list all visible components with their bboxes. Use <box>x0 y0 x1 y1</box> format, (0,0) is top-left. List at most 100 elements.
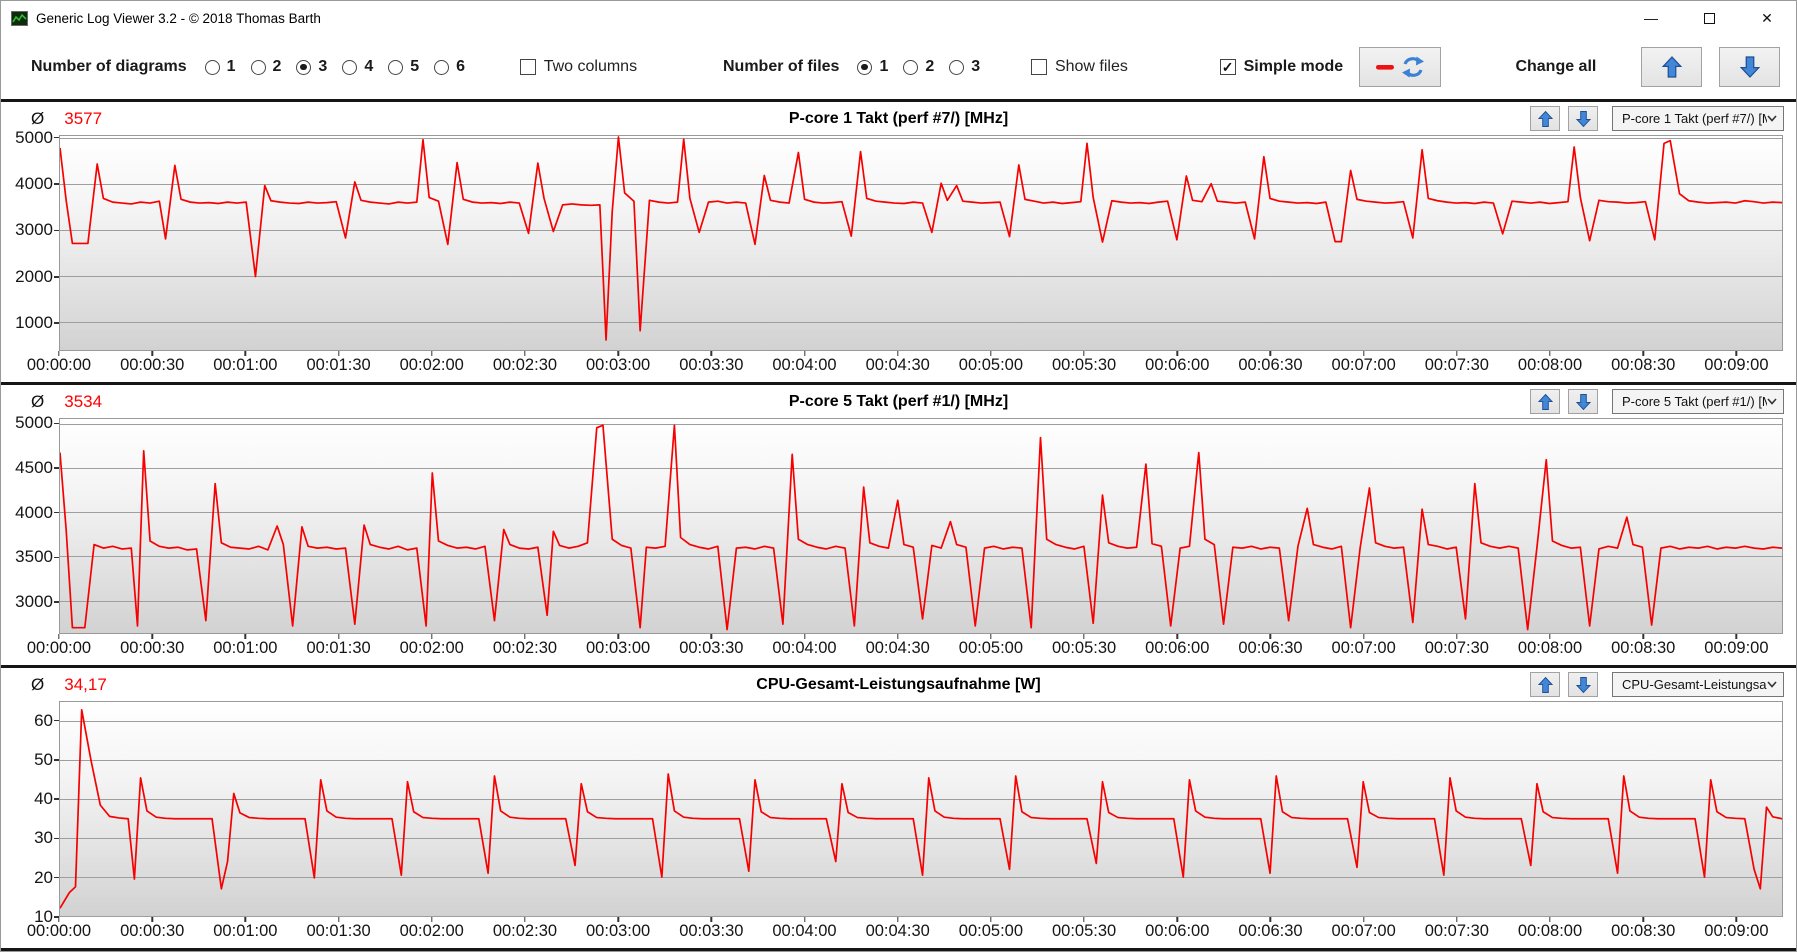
x-axis-tick-label: 00:04:30 <box>865 356 930 374</box>
x-axis-tick-label: 00:06:30 <box>1238 639 1303 657</box>
x-axis-tick-label: 00:08:00 <box>1517 922 1583 940</box>
radio-diagrams-3[interactable]: 3 <box>296 58 327 76</box>
radio-label: 2 <box>925 58 935 75</box>
x-axis-tick-label: 00:03:00 <box>586 356 651 374</box>
y-axis-tick-label: 3500 <box>15 547 53 567</box>
x-axis-tick <box>337 351 340 356</box>
x-axis-tick-label: 00:07:30 <box>1424 922 1489 940</box>
x-axis-tick-label: 00:03:30 <box>679 356 744 374</box>
x-axis-tick <box>1362 917 1365 922</box>
close-button[interactable]: ✕ <box>1738 1 1796 35</box>
radio-label: 1 <box>879 58 889 75</box>
x-axis-tick-label: 00:00:00 <box>26 922 92 940</box>
x-axis-tick <box>1083 634 1085 639</box>
average-readout: Ø 3534 <box>31 392 102 412</box>
chart-move-up-button[interactable] <box>1530 106 1560 131</box>
x-axis-tick <box>1083 917 1085 922</box>
radio-diagrams-4[interactable]: 4 <box>342 58 373 76</box>
refresh-line-style-button[interactable] <box>1359 47 1442 87</box>
chart-move-up-button[interactable] <box>1530 672 1560 697</box>
radio-files-1[interactable]: 1 <box>857 58 888 76</box>
chart-move-down-button[interactable] <box>1568 106 1598 131</box>
x-axis-tick <box>1362 351 1365 356</box>
x-axis-tick-label: 00:04:30 <box>865 639 930 657</box>
y-axis-tick <box>54 556 59 558</box>
x-axis-tick <box>1362 634 1365 639</box>
gridline <box>60 759 1782 761</box>
radio-icon <box>388 59 404 75</box>
radio-icon <box>857 59 873 75</box>
arrow-up-icon <box>1537 676 1553 693</box>
window-controls: — ✕ <box>1622 1 1796 35</box>
x-axis-tick-label: 00:00:30 <box>120 639 185 657</box>
x-axis-tick <box>151 917 153 922</box>
average-symbol: Ø <box>31 392 45 411</box>
x-axis-tick <box>1549 634 1551 639</box>
show-files-label: Show files <box>1054 58 1128 75</box>
chart-move-down-button[interactable] <box>1568 672 1598 697</box>
gridline <box>60 556 1782 558</box>
radio-diagrams-1[interactable]: 1 <box>204 58 236 76</box>
chart-series-dropdown[interactable]: CPU-Gesamt-Leistungsau <box>1612 672 1784 697</box>
change-all-down-button[interactable] <box>1719 47 1780 87</box>
chart-series-dropdown[interactable]: P-core 1 Takt (perf #7/) [M <box>1612 106 1784 131</box>
y-axis-tick <box>54 877 59 879</box>
x-axis-tick-label: 00:06:00 <box>1145 922 1210 940</box>
gridline <box>60 468 1782 470</box>
y-axis-tick <box>54 422 59 425</box>
radio-files-3[interactable]: 3 <box>949 58 980 76</box>
maximize-button[interactable] <box>1680 1 1738 35</box>
chart-header: Ø 34,17 CPU-Gesamt-Leistungsaufnahme [W] CP… <box>1 668 1796 701</box>
y-axis-tick <box>54 759 59 761</box>
chevron-down-icon <box>1767 398 1777 405</box>
radio-diagrams-5[interactable]: 5 <box>388 58 419 76</box>
x-axis-tick-label: 00:02:00 <box>399 922 464 940</box>
arrow-down-icon <box>1575 110 1591 127</box>
checkbox-icon <box>519 59 536 75</box>
two-columns-checkbox[interactable]: Two columns <box>519 58 637 76</box>
number-of-files-label: Number of files <box>722 58 840 75</box>
chart-controls: P-core 1 Takt (perf #7/) [M <box>1530 106 1784 131</box>
x-axis-tick <box>58 351 60 356</box>
radio-files-2[interactable]: 2 <box>903 58 934 76</box>
maximize-icon <box>1703 12 1715 24</box>
radio-label: 2 <box>272 58 282 75</box>
y-axis-labels: 5000 4000 3000 2000 1000 <box>1 128 59 351</box>
y-axis-tick <box>54 798 59 800</box>
x-axis-tick-label: 00:08:00 <box>1517 639 1583 657</box>
simple-mode-checkbox[interactable]: ✓ Simple mode <box>1219 58 1343 76</box>
x-axis-tick-label: 00:07:30 <box>1424 356 1489 374</box>
y-axis-tick <box>54 322 59 324</box>
x-axis-tick <box>431 351 433 356</box>
minimize-button[interactable]: — <box>1622 1 1680 35</box>
x-axis-tick-label: 00:01:00 <box>213 922 278 940</box>
y-axis-tick-label: 60 <box>34 710 53 730</box>
x-axis-tick-label: 00:00:00 <box>26 639 92 657</box>
x-axis-tick-label: 00:04:00 <box>772 639 837 657</box>
y-axis-tick-label: 1000 <box>15 313 53 333</box>
radio-icon <box>434 59 450 75</box>
chart-series-dropdown[interactable]: P-core 5 Takt (perf #1/) [M <box>1612 389 1784 414</box>
show-files-checkbox[interactable]: Show files <box>1030 58 1128 76</box>
x-axis-tick-label: 00:05:00 <box>958 356 1024 374</box>
y-axis-tick-label: 4500 <box>15 457 53 477</box>
chart-move-down-button[interactable] <box>1568 389 1598 414</box>
x-axis-tick <box>1269 917 1272 922</box>
x-axis-tick-label: 00:09:00 <box>1704 356 1769 374</box>
change-all-up-button[interactable] <box>1641 47 1702 87</box>
x-axis-tick-label: 00:09:00 <box>1704 639 1769 657</box>
toolbar: Number of diagrams 1 2 3 4 5 6 Two columns Nu… <box>1 35 1796 99</box>
y-axis-tick-label: 3000 <box>15 220 53 240</box>
radio-diagrams-2[interactable]: 2 <box>250 58 282 76</box>
y-axis-labels: 5000 4500 4000 3500 3000 <box>1 413 59 634</box>
chart-panel-2: Ø 3534 P-core 5 Takt (perf #1/) [MHz] P-cor… <box>1 382 1796 665</box>
x-axis-tick <box>990 634 992 639</box>
x-axis-tick <box>1735 917 1738 922</box>
radio-label: 3 <box>971 58 981 75</box>
radio-icon <box>903 59 919 75</box>
radio-diagrams-6[interactable]: 6 <box>434 58 465 76</box>
gridline <box>60 720 1782 722</box>
plot-row: 60 50 40 30 20 10 <box>1 701 1796 926</box>
chart-move-up-button[interactable] <box>1530 389 1560 414</box>
x-axis-tick <box>1642 351 1644 356</box>
